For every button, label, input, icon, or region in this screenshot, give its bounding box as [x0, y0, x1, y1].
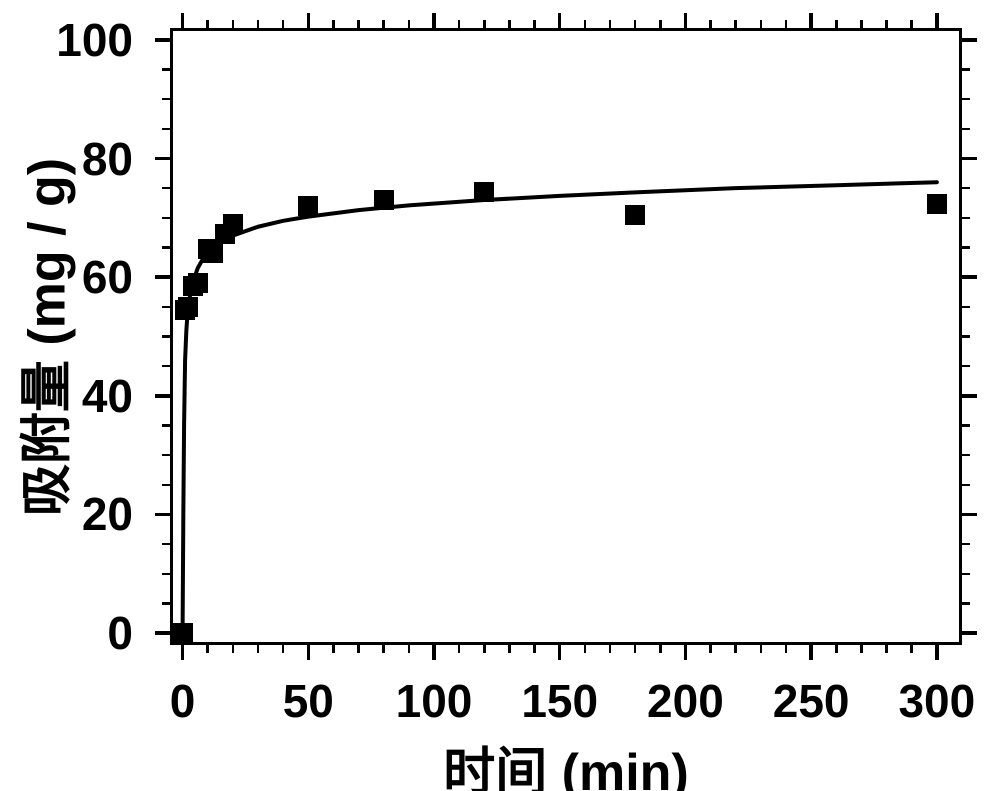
- data-point: [374, 190, 394, 210]
- data-point: [178, 297, 198, 317]
- data-point: [298, 196, 318, 216]
- data-point: [188, 273, 208, 293]
- data-point: [927, 194, 947, 214]
- data-point: [474, 182, 494, 202]
- adsorption-kinetics-chart: 时间 (min) 吸附量 (mg / g) 050100150200250300…: [0, 0, 1000, 791]
- data-point: [223, 214, 243, 234]
- data-point: [173, 623, 193, 643]
- fitted-curve: [0, 0, 1000, 791]
- data-point: [203, 243, 223, 263]
- data-point: [625, 205, 645, 225]
